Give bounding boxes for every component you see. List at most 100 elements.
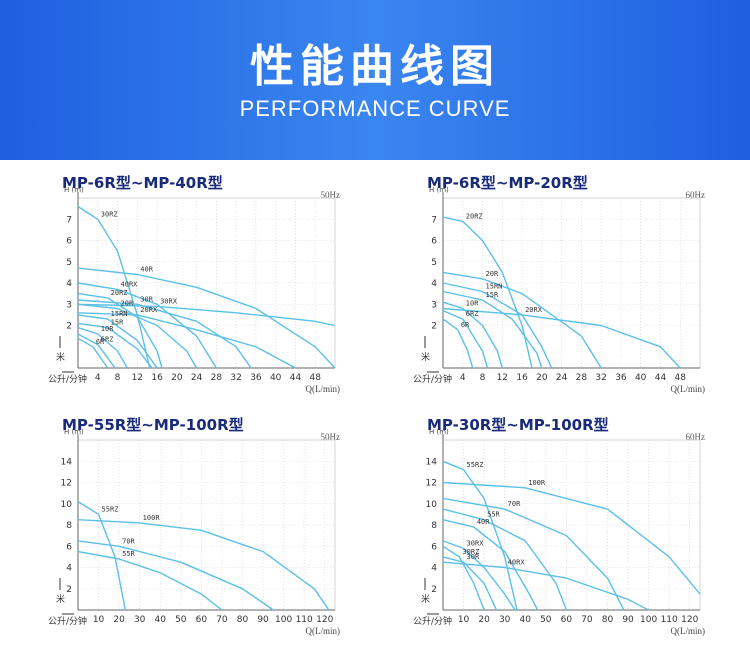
series-label: 70R bbox=[122, 537, 135, 545]
x-tick-label: 48 bbox=[675, 373, 687, 383]
series-line-40r bbox=[442, 519, 539, 611]
series-line-30rx bbox=[77, 303, 336, 327]
series-label: 15R bbox=[486, 291, 499, 299]
x-tick-label: 40 bbox=[520, 615, 532, 625]
y-tick-label: 6 bbox=[66, 542, 72, 552]
x-axis-label: Q(L/min) bbox=[670, 384, 706, 394]
frequency-label: 50Hz bbox=[320, 190, 341, 200]
series-label: 30R bbox=[467, 553, 480, 561]
series-label: 30R bbox=[140, 295, 153, 303]
series-line-55r bbox=[77, 550, 223, 611]
series-line-20r bbox=[77, 303, 198, 369]
x-tick-label: 8 bbox=[480, 373, 486, 383]
x-tick-label: 100 bbox=[275, 615, 292, 625]
x-tick-label: 28 bbox=[576, 373, 588, 383]
x-tick-label: 28 bbox=[211, 373, 223, 383]
x-tick-label: 20 bbox=[171, 373, 183, 383]
x-tick-label: 30 bbox=[134, 615, 146, 625]
x-tick-label: 60 bbox=[561, 615, 573, 625]
y-tick-label: 10 bbox=[61, 500, 73, 510]
chart-plot: 10 20 30 40 50 60 70 80 90 100 110 120 2 4 6 8 10 12 14 H (… bbox=[421, 428, 701, 625]
series-label: 6R bbox=[461, 321, 470, 329]
x-axis-label: Q(L/min) bbox=[670, 626, 706, 636]
x-tick-label: 48 bbox=[310, 373, 322, 383]
x-tick-label: 36 bbox=[250, 373, 262, 383]
chart-title: MP-55R型~MP-100R型 bbox=[62, 416, 244, 434]
chart-mp6r-mp40r: MP-6R型~MP-40R型 50Hz 4 8 12 16 20 24 28 32 36 40 44… bbox=[48, 172, 341, 402]
series-line-30rz bbox=[442, 545, 485, 611]
x-tick-label: 8 bbox=[115, 373, 121, 383]
x-tick-label: 80 bbox=[237, 615, 249, 625]
x-axis-label: Q(L/min) bbox=[305, 384, 341, 394]
series-label: 30RZ bbox=[462, 548, 479, 556]
series-line-55rz bbox=[77, 501, 126, 611]
series-line-10r bbox=[442, 301, 503, 369]
y-tick-label: 5 bbox=[431, 258, 437, 268]
series-label: 10R bbox=[101, 325, 114, 333]
y-unit-label: 米 bbox=[56, 351, 65, 363]
header-banner: 性能曲线图 PERFORMANCE CURVE bbox=[0, 0, 750, 160]
x-tick-label: 110 bbox=[296, 615, 313, 625]
plot-frame bbox=[77, 197, 336, 369]
x-tick-label: 12 bbox=[132, 373, 143, 383]
series-line-70r bbox=[77, 540, 274, 611]
y-tick-label: 3 bbox=[431, 300, 437, 310]
x-tick-label: 60 bbox=[196, 615, 208, 625]
y-tick-label: 10 bbox=[426, 500, 438, 510]
x-tick-label: 40 bbox=[155, 615, 167, 625]
x-tick-label: 10 bbox=[93, 615, 105, 625]
series-line-30r bbox=[77, 299, 252, 369]
banner-title: 性能曲线图 bbox=[250, 41, 500, 92]
series-line-40rx bbox=[442, 561, 649, 611]
series-label: 55R bbox=[487, 511, 500, 519]
series-label: 6RZ bbox=[101, 336, 114, 344]
plot-frame bbox=[77, 439, 336, 611]
chart-mp6r-mp20r: MP-6R型~MP-20R型 60Hz 4 8 12 16 20 24 28 32 36 40 44… bbox=[413, 172, 706, 402]
series-label: 20RX bbox=[140, 306, 158, 314]
x-tick-label: 16 bbox=[516, 373, 528, 383]
y-tick-label: 7 bbox=[431, 215, 437, 225]
series-label: 55R bbox=[122, 550, 135, 558]
series-label: 20RX bbox=[525, 306, 543, 314]
y-tick-label: 14 bbox=[426, 457, 438, 467]
y-tick-label: 6 bbox=[431, 237, 437, 247]
x-tick-label: 44 bbox=[655, 373, 667, 383]
y-tick-label: 4 bbox=[431, 564, 437, 574]
y-tick-label: 8 bbox=[431, 521, 437, 531]
x-tick-label: 120 bbox=[316, 615, 333, 625]
series-label: 30RX bbox=[160, 297, 178, 305]
y-axis-label: H (m) bbox=[429, 428, 449, 436]
series-label: 20R bbox=[121, 300, 134, 308]
y-tick-label: 5 bbox=[66, 258, 72, 268]
y-unit-label: 米 bbox=[56, 593, 65, 605]
series-line-15r bbox=[442, 290, 543, 369]
x-tick-label: 70 bbox=[581, 615, 593, 625]
x-tick-label: 10 bbox=[458, 615, 470, 625]
y-unit-label: 米 bbox=[421, 593, 430, 605]
x-unit-label: 公升/分钟 bbox=[48, 375, 88, 385]
series-label: 20RZ bbox=[111, 289, 128, 297]
series-line-40rx bbox=[77, 282, 217, 369]
series-line-100r bbox=[77, 519, 330, 611]
y-tick-label: 8 bbox=[66, 521, 72, 531]
x-tick-label: 4 bbox=[95, 373, 101, 383]
y-tick-label: 12 bbox=[426, 479, 437, 489]
x-axis-label: Q(L/min) bbox=[305, 626, 341, 636]
x-tick-label: 24 bbox=[191, 373, 203, 383]
plot-frame bbox=[442, 197, 701, 369]
y-tick-label: 4 bbox=[66, 279, 72, 289]
series-label: 30RZ bbox=[101, 210, 118, 218]
frequency-label: 60Hz bbox=[685, 190, 706, 200]
frequency-label: 60Hz bbox=[685, 432, 706, 442]
x-tick-label: 32 bbox=[595, 373, 606, 383]
series-line-6r bbox=[442, 318, 474, 369]
series-line-40r bbox=[77, 267, 336, 369]
series-line-6rz bbox=[442, 309, 489, 369]
x-tick-label: 80 bbox=[602, 615, 614, 625]
x-tick-label: 20 bbox=[536, 373, 548, 383]
x-tick-label: 44 bbox=[290, 373, 302, 383]
x-unit-label: 公升/分钟 bbox=[413, 617, 453, 627]
y-tick-label: 4 bbox=[431, 279, 437, 289]
series-line-55rz bbox=[442, 460, 518, 611]
series-line-20r bbox=[442, 271, 602, 369]
